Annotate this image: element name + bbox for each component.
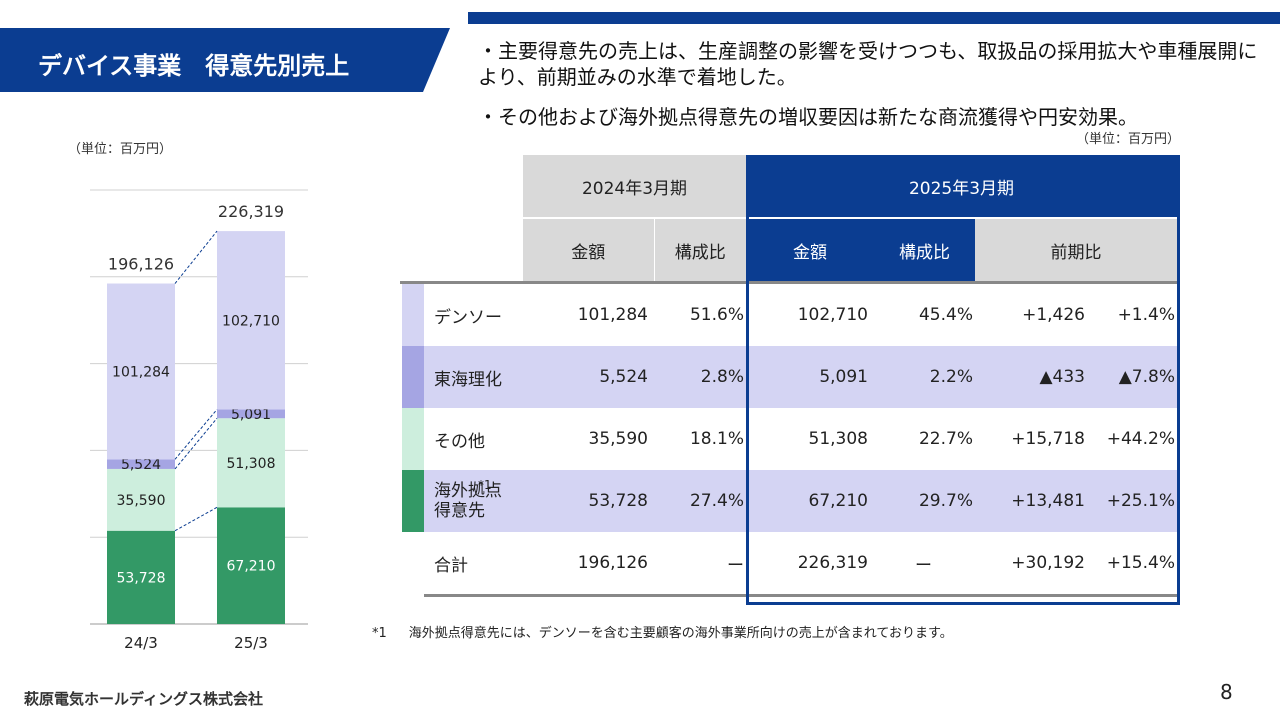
cell-yoy-amount: +13,481 [975,470,1087,532]
data-label: 53,728 [117,570,166,586]
legend-swatch-denso [402,282,424,346]
cell-prev-amount: 5,524 [523,346,654,408]
cell-prev-amount: 196,126 [523,532,654,597]
connector-line [174,409,218,460]
row-label: その他 [434,431,485,452]
row-label: 海外拠点 得意先 [424,470,523,532]
data-label: 35,590 [117,493,166,509]
bullet-text-1: ・主要得意先の売上は、生産調整の影響を受けつつも、取扱品の採用拡大や車種展開によ… [478,39,1258,89]
footnote-ref-mark: *1 [478,478,492,492]
legend-swatch-overseas [402,470,424,532]
header-period-curr: 2025年3月期 [746,155,1177,218]
cell-curr-amount: 51,308 [808,429,868,449]
table-row-denso: デンソー 101,284 51.6% 102,710 45.4% +1,426 … [400,282,1177,346]
legend-swatch-other [402,408,424,470]
data-label: 101,284 [112,364,170,380]
connector-line [174,417,218,470]
cell-yoy-amount: +1,426 [1022,305,1085,325]
cell-curr-ratio: 29.7% [874,470,975,532]
page-title: デバイス事業 得意先別売上 [38,52,350,80]
total-label: 196,126 [108,255,174,274]
bullet-text-2: ・その他および海外拠点得意先の増収要因は新たな商流獲得や円安効果。 [478,105,1138,129]
cell-curr-amount: 102,710 [797,305,868,325]
cell-prev-amount: 53,728 [523,470,654,532]
company-name: 萩原電気ホールディングス株式会社 [24,690,263,708]
cell-prev-ratio: 2.8% [654,346,746,408]
cell-yoy-amount: +15,718 [1011,429,1085,449]
bar-segment [217,409,285,419]
cell-curr-ratio: ー [874,532,975,597]
cell-curr-amount: 5,091 [746,346,874,408]
table-unit-label: （単位：百万円） [1076,132,1181,147]
cell-yoy-amount: ▲433 [975,346,1087,408]
cell-yoy-pct: +1.4% [1117,305,1175,325]
header-curr-ratio: 構成比 [874,217,975,283]
cell-yoy-pct: ▲7.8% [1087,346,1177,408]
connector-line [174,230,218,284]
data-label: 5,524 [121,457,161,473]
cell-prev-ratio: 27.4% [654,470,746,532]
bar-segment [107,468,175,531]
cell-prev-amount: 101,284 [577,305,648,325]
row-label: 東海理化 [424,346,523,408]
header-period-prev: 2024年3月期 [523,155,746,218]
bar-segment [217,231,285,410]
cell-prev-ratio: 18.1% [689,429,744,449]
bar-segment [217,418,285,508]
table-row-overseas: 海外拠点 得意先 53,728 27.4% 67,210 29.7% +13,4… [400,470,1177,532]
header-prev-ratio: 構成比 [653,217,746,283]
cell-curr-amount: 67,210 [746,470,874,532]
cell-yoy-pct: +25.1% [1087,470,1177,532]
cell-prev-amount: 35,590 [588,429,648,449]
footnote-mark: *1 [372,626,387,641]
data-label: 5,091 [231,407,271,423]
data-label: 102,710 [222,313,280,329]
cell-yoy-pct: +15.4% [1087,532,1177,597]
bar-segment [107,283,175,460]
x-tick-label: 24/3 [124,634,158,652]
chart-unit-label: （単位：百万円） [68,142,173,157]
bar-segment [107,530,175,624]
cell-curr-amount: 226,319 [746,532,874,597]
sales-table: 2024年3月期 2025年3月期 金額 構成比 金額 構成比 前期比 デンソー… [400,155,1177,597]
table-row-tokai: 東海理化 5,524 2.8% 5,091 2.2% ▲433 ▲7.8% [400,346,1177,408]
table-row-other: その他 35,590 18.1% 51,308 22.7% +15,718 +4… [400,408,1177,470]
header-yoy: 前期比 [975,217,1177,283]
bar-segment [217,507,285,624]
cell-curr-ratio: 22.7% [918,429,973,449]
header-accent-bar [468,12,1280,24]
table-row-total: 合計 196,126 ー 226,319 ー +30,192 +15.4% [400,532,1177,597]
data-label: 51,308 [227,456,276,472]
footnote: *1 海外拠点得意先には、デンソーを含む主要顧客の海外事業所向けの売上が含まれてお… [372,622,953,641]
legend-swatch-tokai [402,346,424,408]
header-prev-amount: 金額 [523,217,654,283]
row-label: 合計 [424,532,523,597]
stacked-bar-chart: 53,728 35,590 5,524 101,284 196,126 24/3 67,21… [90,189,308,652]
cell-yoy-amount: +30,192 [975,532,1087,597]
footnote-text: 海外拠点得意先には、デンソーを含む主要顧客の海外事業所向けの売上が含まれておりま… [408,626,953,641]
cell-yoy-pct: +44.2% [1106,429,1175,449]
page-number: 8 [1220,680,1233,704]
connector-line [174,506,218,532]
x-tick-label: 25/3 [234,634,268,652]
header-curr-amount: 金額 [746,217,874,283]
cell-prev-ratio: ー [654,532,746,597]
title-banner [0,28,450,92]
cell-prev-ratio: 51.6% [689,305,744,325]
bar-segment [107,459,175,469]
data-label: 67,210 [227,559,276,575]
cell-curr-ratio: 45.4% [918,305,973,325]
total-label: 226,319 [218,202,284,221]
cell-curr-ratio: 2.2% [874,346,975,408]
row-label: デンソー [434,307,502,328]
